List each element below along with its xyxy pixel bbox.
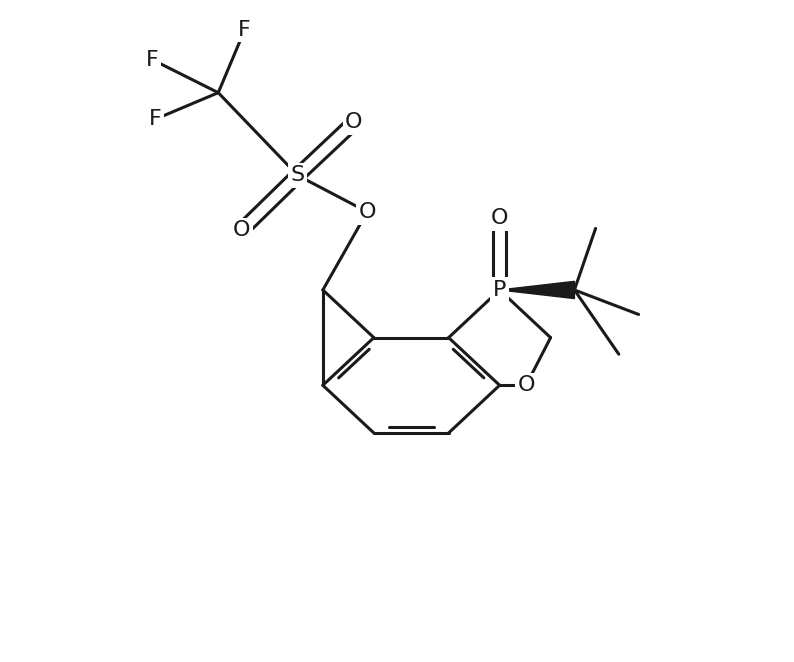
Polygon shape bbox=[499, 281, 574, 299]
Text: F: F bbox=[149, 109, 162, 129]
Text: O: O bbox=[345, 113, 363, 132]
Text: O: O bbox=[518, 375, 535, 395]
Text: O: O bbox=[233, 220, 250, 240]
Text: F: F bbox=[145, 50, 159, 70]
Text: O: O bbox=[491, 209, 508, 228]
Text: O: O bbox=[358, 202, 376, 222]
Text: S: S bbox=[291, 166, 305, 185]
Text: F: F bbox=[238, 20, 251, 40]
Text: P: P bbox=[493, 280, 507, 300]
